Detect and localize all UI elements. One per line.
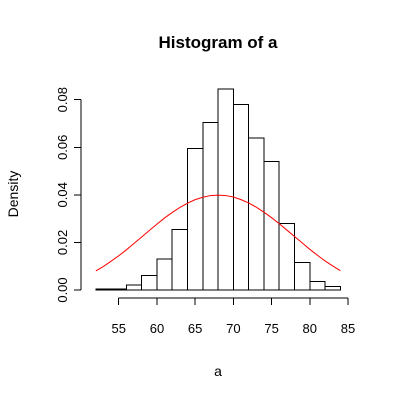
x-tick-label: 85	[341, 321, 355, 336]
histogram-bar-11	[263, 161, 280, 291]
bars-layer	[95, 88, 341, 291]
density-curve-line	[95, 194, 341, 272]
x-axis-title: a	[214, 363, 222, 379]
x-tick-label: 75	[264, 321, 278, 336]
histogram-bar-10	[248, 137, 265, 291]
y-axis-title: Density	[5, 171, 21, 218]
histogram-bar-15	[324, 285, 341, 291]
histogram-bar-5	[171, 228, 189, 291]
x-tick-label: 65	[188, 321, 202, 336]
histogram-bar-8	[217, 88, 234, 291]
histogram-bar-1	[110, 288, 127, 291]
histogram-bar-6	[187, 147, 204, 291]
x-tick-label: 60	[150, 321, 164, 336]
histogram-bar-12	[278, 222, 296, 291]
x-axis: 55 60 65 70 75 80 85	[112, 297, 355, 336]
density-curve-layer	[95, 194, 341, 272]
y-tick-label: 0.04	[55, 182, 70, 207]
histogram-bar-2	[125, 284, 143, 291]
histogram-bar-9	[232, 103, 250, 291]
y-tick-label: 0.06	[55, 135, 70, 160]
y-axis: 0.00 0.02 0.04 0.06 0.08	[55, 87, 82, 303]
histogram-bar-13	[294, 262, 311, 291]
histogram-bar-4	[156, 258, 173, 291]
histogram-bar-0	[95, 288, 112, 291]
y-tick-label: 0.00	[55, 277, 70, 302]
histogram-bar-3	[141, 275, 158, 291]
y-tick-label: 0.08	[55, 87, 70, 112]
x-tick-label: 80	[303, 321, 317, 336]
chart-title: Histogram of a	[158, 33, 278, 52]
histogram-bar-14	[309, 281, 326, 291]
x-tick-label: 70	[226, 321, 240, 336]
y-tick-label: 0.02	[55, 230, 70, 255]
histogram-bar-7	[202, 121, 219, 291]
x-tick-label: 55	[112, 321, 126, 336]
